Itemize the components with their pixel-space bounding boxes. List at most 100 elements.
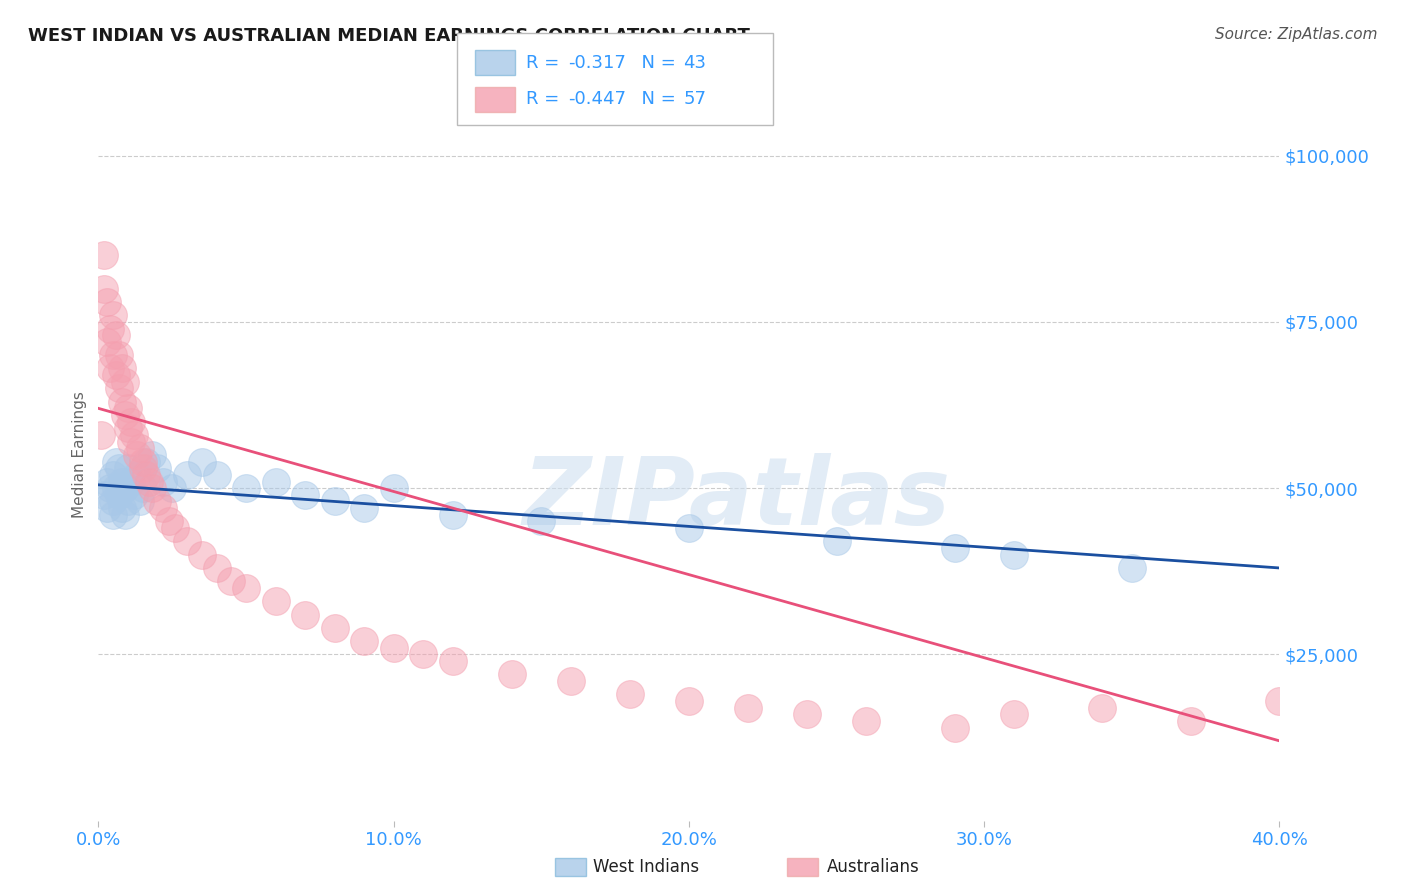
- Point: [943, 721, 966, 735]
- Text: -0.447: -0.447: [568, 90, 626, 108]
- Point: [117, 401, 139, 416]
- Point: [825, 534, 848, 549]
- Point: [111, 501, 134, 516]
- Point: [353, 634, 375, 648]
- Text: -0.317: -0.317: [568, 54, 626, 72]
- Point: [141, 481, 163, 495]
- Point: [96, 475, 118, 489]
- Point: [114, 481, 136, 495]
- Point: [678, 694, 700, 708]
- Point: [120, 434, 142, 449]
- Point: [135, 467, 157, 482]
- Point: [105, 328, 128, 343]
- Point: [98, 361, 121, 376]
- Point: [117, 494, 139, 508]
- Text: N =: N =: [630, 90, 682, 108]
- Point: [205, 561, 228, 575]
- Point: [264, 475, 287, 489]
- Point: [108, 381, 131, 395]
- Point: [98, 481, 121, 495]
- Text: Source: ZipAtlas.com: Source: ZipAtlas.com: [1215, 27, 1378, 42]
- Point: [103, 467, 125, 482]
- Point: [382, 481, 405, 495]
- Point: [98, 321, 121, 335]
- Point: [1268, 694, 1291, 708]
- Point: [157, 515, 180, 529]
- Point: [530, 515, 553, 529]
- Point: [108, 461, 131, 475]
- Point: [128, 442, 150, 456]
- Point: [108, 488, 131, 502]
- Point: [146, 494, 169, 508]
- Point: [93, 248, 115, 262]
- Point: [132, 454, 155, 468]
- Point: [105, 454, 128, 468]
- Point: [93, 282, 115, 296]
- Point: [382, 640, 405, 655]
- Point: [111, 361, 134, 376]
- Text: 57: 57: [683, 90, 706, 108]
- Point: [138, 475, 160, 489]
- Point: [441, 508, 464, 522]
- Point: [796, 707, 818, 722]
- Point: [1121, 561, 1143, 575]
- Point: [855, 714, 877, 728]
- Point: [678, 521, 700, 535]
- Text: R =: R =: [526, 90, 565, 108]
- Point: [205, 467, 228, 482]
- Point: [165, 521, 187, 535]
- Point: [737, 700, 759, 714]
- Point: [122, 428, 145, 442]
- Point: [114, 508, 136, 522]
- Point: [135, 454, 157, 468]
- Point: [128, 494, 150, 508]
- Point: [264, 594, 287, 608]
- Point: [162, 481, 183, 495]
- Point: [93, 488, 115, 502]
- Point: [125, 467, 148, 482]
- Point: [294, 607, 316, 622]
- Point: [441, 654, 464, 668]
- Point: [501, 667, 523, 681]
- Text: West Indians: West Indians: [593, 858, 699, 876]
- Point: [90, 428, 112, 442]
- Point: [1002, 548, 1025, 562]
- Point: [943, 541, 966, 555]
- Point: [1002, 707, 1025, 722]
- Text: 43: 43: [683, 54, 706, 72]
- Point: [191, 548, 214, 562]
- Point: [152, 501, 174, 516]
- Point: [412, 648, 434, 662]
- Point: [235, 581, 257, 595]
- Point: [141, 448, 163, 462]
- Point: [103, 508, 125, 522]
- Point: [152, 475, 174, 489]
- Text: N =: N =: [630, 54, 682, 72]
- Text: WEST INDIAN VS AUSTRALIAN MEDIAN EARNINGS CORRELATION CHART: WEST INDIAN VS AUSTRALIAN MEDIAN EARNING…: [28, 27, 749, 45]
- Point: [103, 494, 125, 508]
- Point: [294, 488, 316, 502]
- Point: [108, 348, 131, 362]
- Point: [560, 673, 582, 688]
- Point: [105, 368, 128, 383]
- Point: [1180, 714, 1202, 728]
- Text: ZIPatlas: ZIPatlas: [522, 453, 950, 545]
- Point: [103, 308, 125, 322]
- Y-axis label: Median Earnings: Median Earnings: [72, 392, 87, 518]
- Point: [323, 494, 346, 508]
- Point: [132, 481, 155, 495]
- Point: [191, 454, 214, 468]
- Point: [146, 461, 169, 475]
- Point: [120, 415, 142, 429]
- Point: [117, 421, 139, 435]
- Point: [323, 621, 346, 635]
- Point: [176, 534, 198, 549]
- Text: Australians: Australians: [827, 858, 920, 876]
- Point: [114, 408, 136, 422]
- Point: [132, 461, 155, 475]
- Point: [96, 334, 118, 349]
- Point: [353, 501, 375, 516]
- Point: [1091, 700, 1114, 714]
- Point: [96, 501, 118, 516]
- Point: [120, 475, 142, 489]
